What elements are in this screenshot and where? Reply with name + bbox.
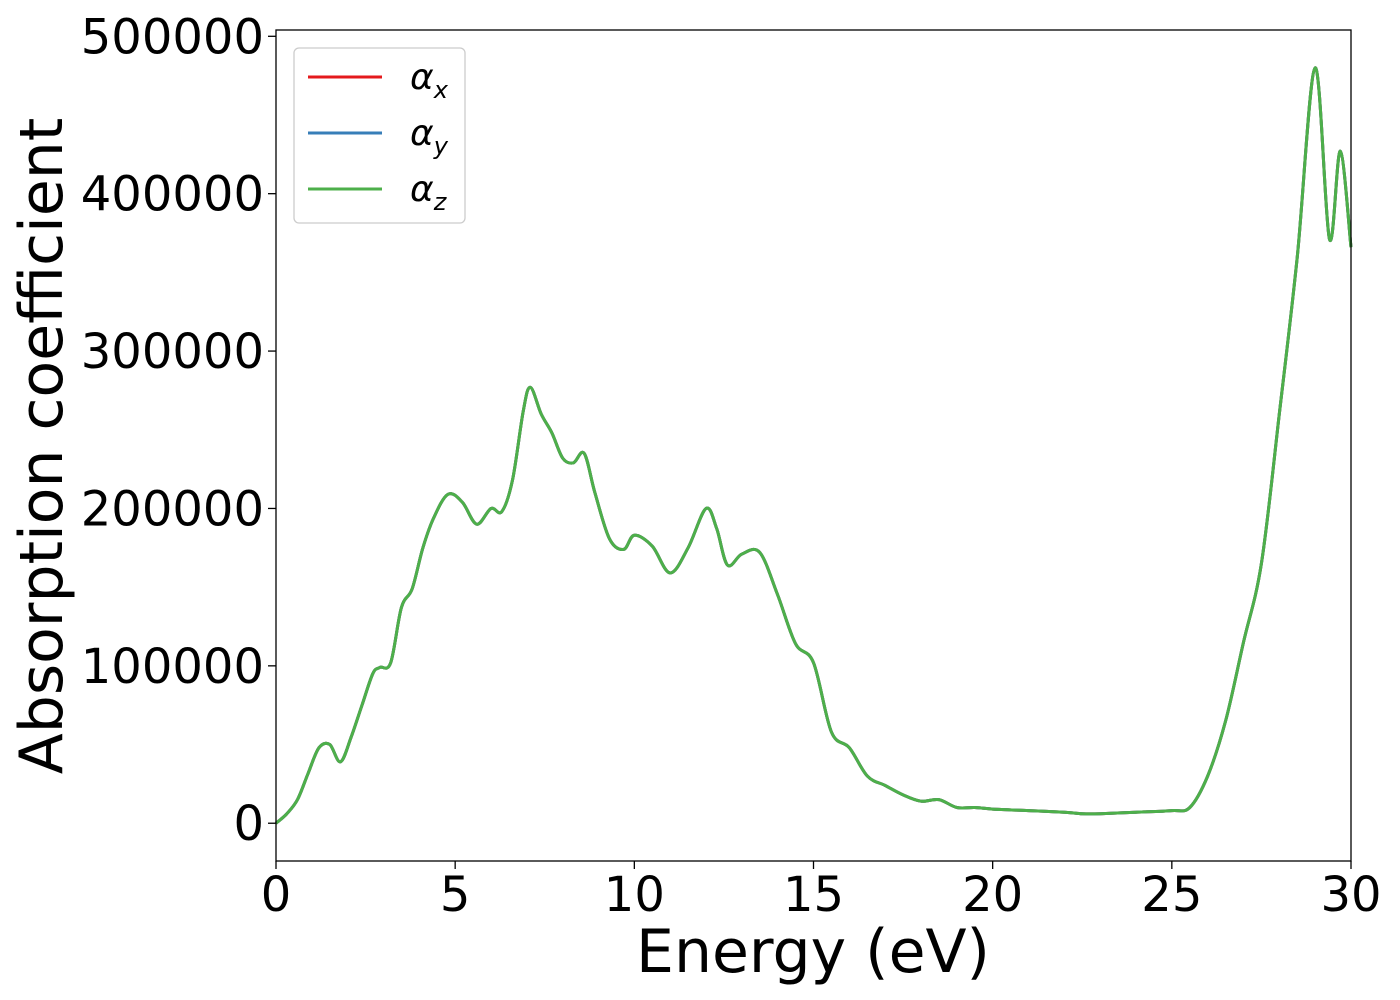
y-axis-ticks: 0 100000 200000 300000 400000 500000 [81,9,276,852]
x-tick-label: 30 [1320,867,1381,923]
y-tick-label: 200000 [81,481,264,537]
x-tick-label: 10 [604,867,665,923]
series-layer [275,66,1353,825]
x-tick-label: 20 [962,867,1023,923]
y-tick-label: 0 [233,796,264,852]
y-tick-label: 400000 [81,167,264,223]
y-axis-label: Absorption coefficient [7,118,77,775]
y-tick-label: 300000 [81,324,264,380]
y-tick-label: 500000 [81,9,264,65]
x-tick-label: 5 [440,867,471,923]
series-line-alpha-z [275,66,1353,825]
x-tick-label: 25 [1141,867,1202,923]
legend-box [293,47,466,224]
x-axis-ticks: 0 5 10 15 20 25 30 [261,861,1382,923]
x-tick-label: 0 [261,867,292,923]
x-axis-label: Energy (eV) [636,917,990,987]
y-tick-label: 100000 [81,639,264,695]
x-tick-label: 15 [783,867,844,923]
